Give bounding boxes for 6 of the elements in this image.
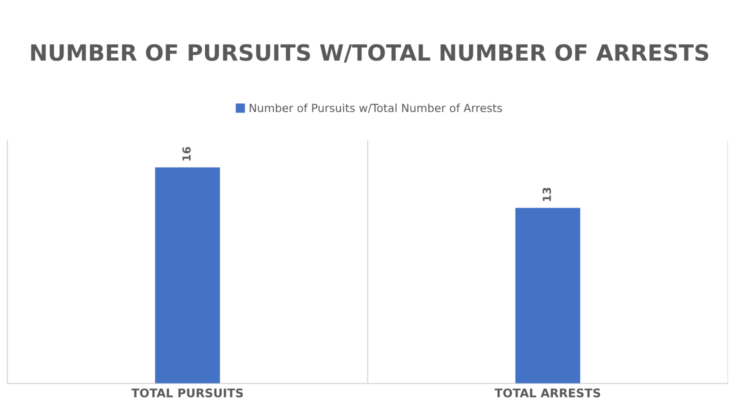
data-label: 16: [182, 146, 191, 161]
data-label: 13: [542, 188, 552, 202]
legend-label: Number of Pursuits w/Total Number of Arrests: [250, 104, 502, 114]
x-tick-label: TOTAL ARRESTS: [494, 388, 600, 398]
x-tick-label: TOTAL PURSUITS: [131, 388, 243, 398]
chart-title: NUMBER OF PURSUITS W/TOTAL NUMBER OF ARRESTS: [31, 44, 708, 63]
